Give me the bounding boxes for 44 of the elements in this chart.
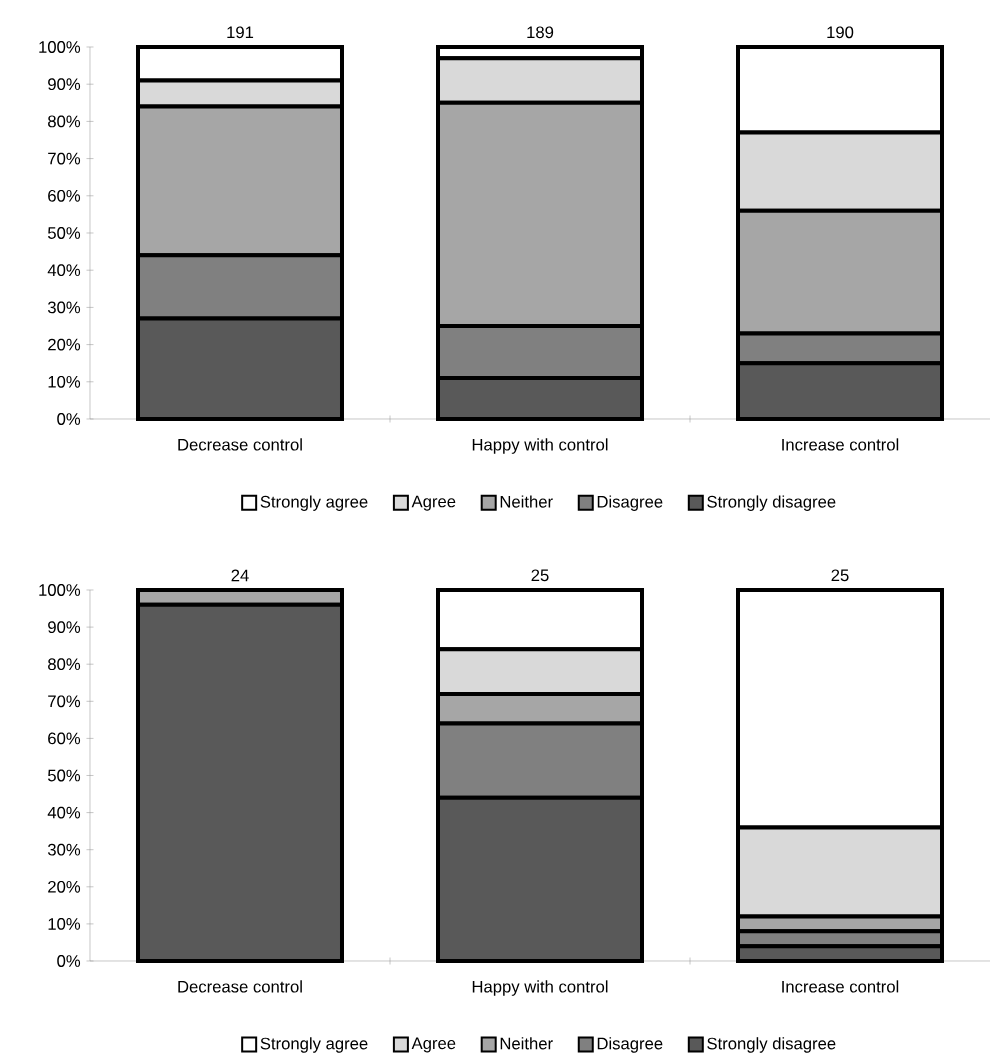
y-tick-label: 40% <box>47 806 81 819</box>
y-tick-label: 60% <box>48 189 81 202</box>
legend-label: Strongly agree <box>260 1037 368 1053</box>
y-tick-label: 90% <box>48 78 81 91</box>
y-tick-label: 20% <box>48 880 81 893</box>
legend-label: Neither <box>500 1037 553 1050</box>
y-tick-label: 100% <box>39 584 81 596</box>
y-tick-label: 70% <box>48 695 81 708</box>
x-tick-label: Decrease control <box>178 980 302 993</box>
legend-label: Strongly agree <box>260 495 368 511</box>
y-tick-label: 30% <box>47 301 81 314</box>
legend-label: Disagree <box>597 495 663 511</box>
x-tick-label: Happy with control <box>472 980 608 996</box>
x-tick-label: Increase control <box>782 980 899 993</box>
y-tick-label: 10% <box>48 375 81 388</box>
annotation: 24 <box>231 569 249 582</box>
annotation: 189 <box>527 26 554 39</box>
y-tick-label: 90% <box>48 621 81 633</box>
y-tick-label: 80% <box>48 658 81 671</box>
y-tick-label: 60% <box>48 732 81 745</box>
annotation: 25 <box>531 569 549 582</box>
x-tick-label: Increase control <box>782 438 899 451</box>
annotation: 190 <box>827 26 854 39</box>
y-tick-label: 10% <box>48 918 81 930</box>
y-tick-label: 0% <box>57 955 81 967</box>
y-tick-label: 80% <box>48 115 81 128</box>
legend-label: Strongly disagree <box>707 495 836 511</box>
legend-label: Neither <box>500 495 553 508</box>
annotation: 25 <box>831 569 849 582</box>
y-tick-label: 30% <box>47 843 81 856</box>
x-tick-label: Happy with control <box>472 438 608 454</box>
y-tick-label: 100% <box>39 41 81 53</box>
annotation: 191 <box>227 26 254 39</box>
y-tick-label: 50% <box>47 769 81 782</box>
y-tick-label: 40% <box>47 264 81 277</box>
legend-label: Disagree <box>597 1037 663 1053</box>
legend-label: Agree <box>411 1037 456 1053</box>
legend-label: Agree <box>411 495 456 511</box>
x-tick-label: Decrease control <box>178 438 302 451</box>
y-tick-label: 70% <box>48 152 81 165</box>
y-tick-label: 50% <box>47 227 81 239</box>
y-tick-label: 20% <box>48 338 81 351</box>
y-tick-label: 0% <box>57 413 81 425</box>
legend-label: Strongly disagree <box>707 1037 836 1053</box>
